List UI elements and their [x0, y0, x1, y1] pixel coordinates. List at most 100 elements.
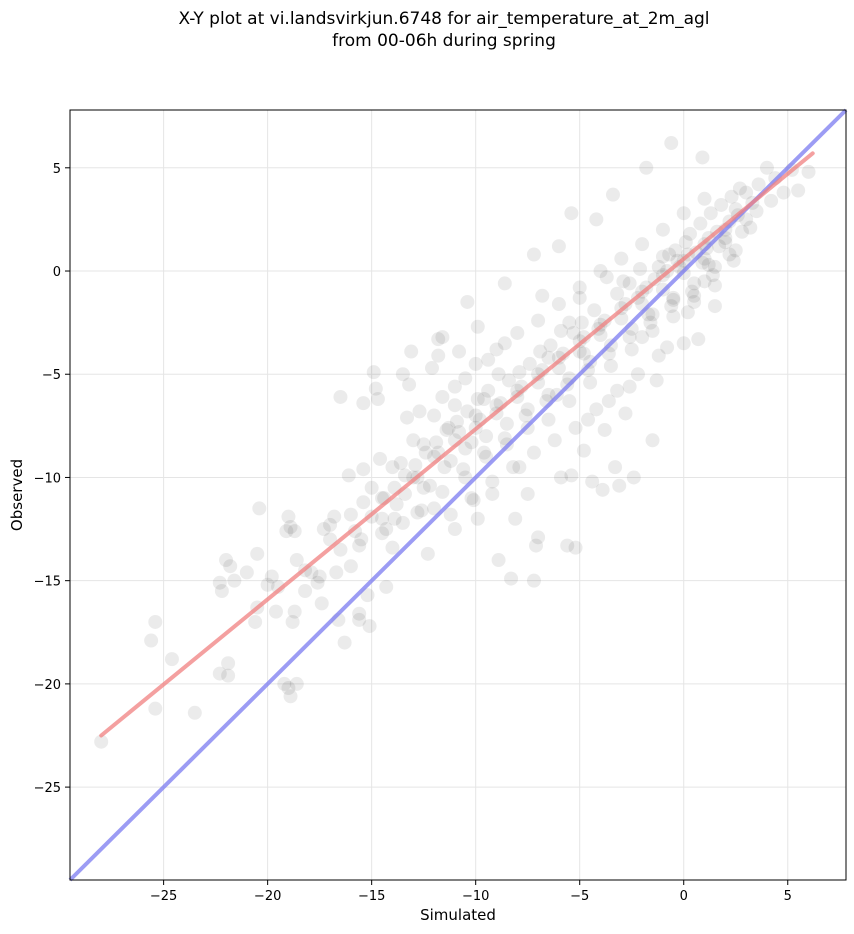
data-point — [406, 433, 421, 448]
data-point — [666, 290, 681, 305]
y-tick-label: 5 — [53, 162, 61, 177]
data-point — [477, 392, 492, 407]
data-point — [268, 604, 283, 619]
data-point — [693, 216, 708, 231]
y-tick-label: −5 — [42, 368, 61, 383]
data-point — [368, 381, 383, 396]
data-point — [479, 429, 494, 444]
data-point — [687, 276, 702, 291]
data-point — [506, 460, 521, 475]
data-point — [572, 290, 587, 305]
data-point — [633, 261, 648, 276]
data-point — [356, 495, 371, 510]
data-point — [630, 367, 645, 382]
data-point — [651, 348, 666, 363]
data-point — [435, 484, 450, 499]
data-point — [431, 348, 446, 363]
data-point — [221, 656, 236, 671]
data-point — [285, 614, 300, 629]
data-point — [645, 307, 660, 322]
y-tick-label: −20 — [34, 678, 61, 693]
data-point — [427, 408, 442, 423]
data-point — [360, 588, 375, 603]
data-point — [389, 497, 404, 512]
data-point — [489, 342, 504, 357]
data-point — [431, 332, 446, 347]
data-point — [645, 433, 660, 448]
data-point — [395, 367, 410, 382]
data-point — [687, 294, 702, 309]
data-point — [597, 422, 612, 437]
data-point — [352, 612, 367, 627]
plot-frame — [69, 109, 847, 881]
data-point — [572, 280, 587, 295]
data-point — [541, 350, 556, 365]
data-point — [501, 373, 516, 388]
data-point — [477, 445, 492, 460]
data-point — [529, 538, 544, 553]
data-point — [668, 243, 683, 258]
data-point — [655, 222, 670, 237]
data-point — [718, 235, 733, 250]
y-axis-label: Observed — [8, 459, 26, 531]
data-point — [547, 433, 562, 448]
data-point — [676, 206, 691, 221]
data-point — [512, 460, 527, 475]
data-point — [651, 259, 666, 274]
data-point — [385, 540, 400, 555]
data-point — [212, 666, 227, 681]
data-point — [452, 425, 467, 440]
data-point — [214, 583, 229, 598]
data-point — [187, 705, 202, 720]
y-tick-label: −25 — [34, 781, 61, 796]
data-point — [576, 346, 591, 361]
y-tick-label: −10 — [34, 471, 61, 486]
data-point — [635, 237, 650, 252]
data-point — [647, 272, 662, 287]
data-point — [387, 511, 402, 526]
data-point — [587, 303, 602, 318]
regression-line — [99, 151, 815, 738]
data-point — [497, 336, 512, 351]
data-point — [479, 449, 494, 464]
data-point — [447, 522, 462, 537]
data-point — [522, 356, 537, 371]
data-point — [452, 344, 467, 359]
data-point — [614, 251, 629, 266]
data-point — [418, 445, 433, 460]
data-point — [687, 288, 702, 303]
data-point — [599, 270, 614, 285]
data-point — [420, 546, 435, 561]
data-point — [416, 480, 431, 495]
data-point — [595, 482, 610, 497]
data-point — [564, 468, 579, 483]
data-point — [354, 532, 369, 547]
data-point — [310, 575, 325, 590]
data-point — [364, 480, 379, 495]
data-point — [589, 402, 604, 417]
data-point — [622, 330, 637, 345]
data-point — [329, 565, 344, 580]
data-point — [466, 493, 481, 508]
data-point — [385, 460, 400, 475]
data-point — [227, 573, 242, 588]
data-point — [395, 515, 410, 530]
data-point — [603, 358, 618, 373]
data-point — [670, 253, 685, 268]
data-point — [221, 668, 236, 683]
data-point — [343, 507, 358, 522]
data-point — [94, 734, 109, 749]
data-point — [526, 247, 541, 262]
data-point — [714, 197, 729, 212]
y-tick-label: 0 — [53, 265, 61, 280]
data-point — [283, 689, 298, 704]
data-point — [164, 652, 179, 667]
data-point — [655, 249, 670, 264]
data-point — [372, 451, 387, 466]
data-point — [526, 573, 541, 588]
data-point — [722, 247, 737, 262]
data-point — [333, 542, 348, 557]
data-point — [499, 416, 514, 431]
data-point — [618, 406, 633, 421]
